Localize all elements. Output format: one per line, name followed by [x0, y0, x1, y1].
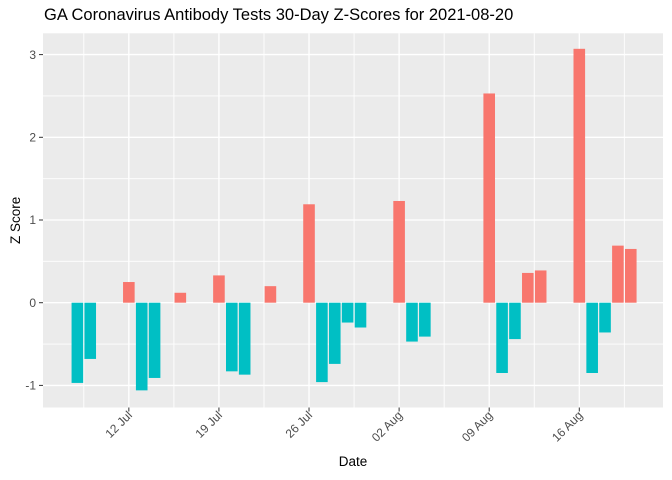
bar: [496, 302, 508, 373]
x-tick-label: 16 Aug: [549, 408, 585, 444]
bar: [135, 302, 148, 391]
bar: [226, 302, 238, 372]
bar: [238, 302, 251, 375]
x-axis-title: Date: [339, 454, 368, 469]
x-tick-label: 02 Aug: [369, 408, 405, 444]
x-tick-label: 09 Aug: [459, 408, 495, 444]
x-tick-label: 12 Jul: [102, 408, 135, 441]
bar: [354, 302, 367, 328]
x-tick-label: 26 Jul: [283, 408, 316, 441]
bar: [573, 48, 586, 303]
bar: [341, 302, 354, 323]
bar: [148, 302, 161, 378]
bar: [624, 248, 637, 303]
bar: [393, 200, 405, 303]
y-tick-label: 3: [29, 48, 36, 62]
bar: [213, 275, 225, 303]
bar: [316, 302, 328, 383]
bar: [328, 302, 341, 364]
bar: [534, 270, 547, 303]
bar: [509, 302, 521, 340]
y-tick-label: -1: [25, 379, 36, 393]
bar: [483, 93, 496, 303]
y-tick-label: 2: [29, 131, 36, 145]
x-tick-label: 19 Jul: [193, 408, 226, 441]
bar: [84, 302, 97, 359]
y-tick-label: 1: [29, 213, 36, 227]
bar: [419, 302, 431, 337]
bar: [586, 302, 598, 373]
bar: [522, 272, 534, 303]
y-tick-label: 0: [29, 296, 36, 310]
bar: [406, 302, 418, 342]
bar: [174, 292, 187, 303]
bar: [303, 204, 315, 303]
bar: [264, 286, 277, 303]
y-axis-title: Z Score: [8, 197, 23, 244]
bar: [123, 282, 135, 303]
bar: [599, 302, 611, 333]
chart-title: GA Coronavirus Antibody Tests 30-Day Z-S…: [44, 6, 514, 24]
bar: [612, 245, 624, 303]
bar: [71, 302, 84, 383]
